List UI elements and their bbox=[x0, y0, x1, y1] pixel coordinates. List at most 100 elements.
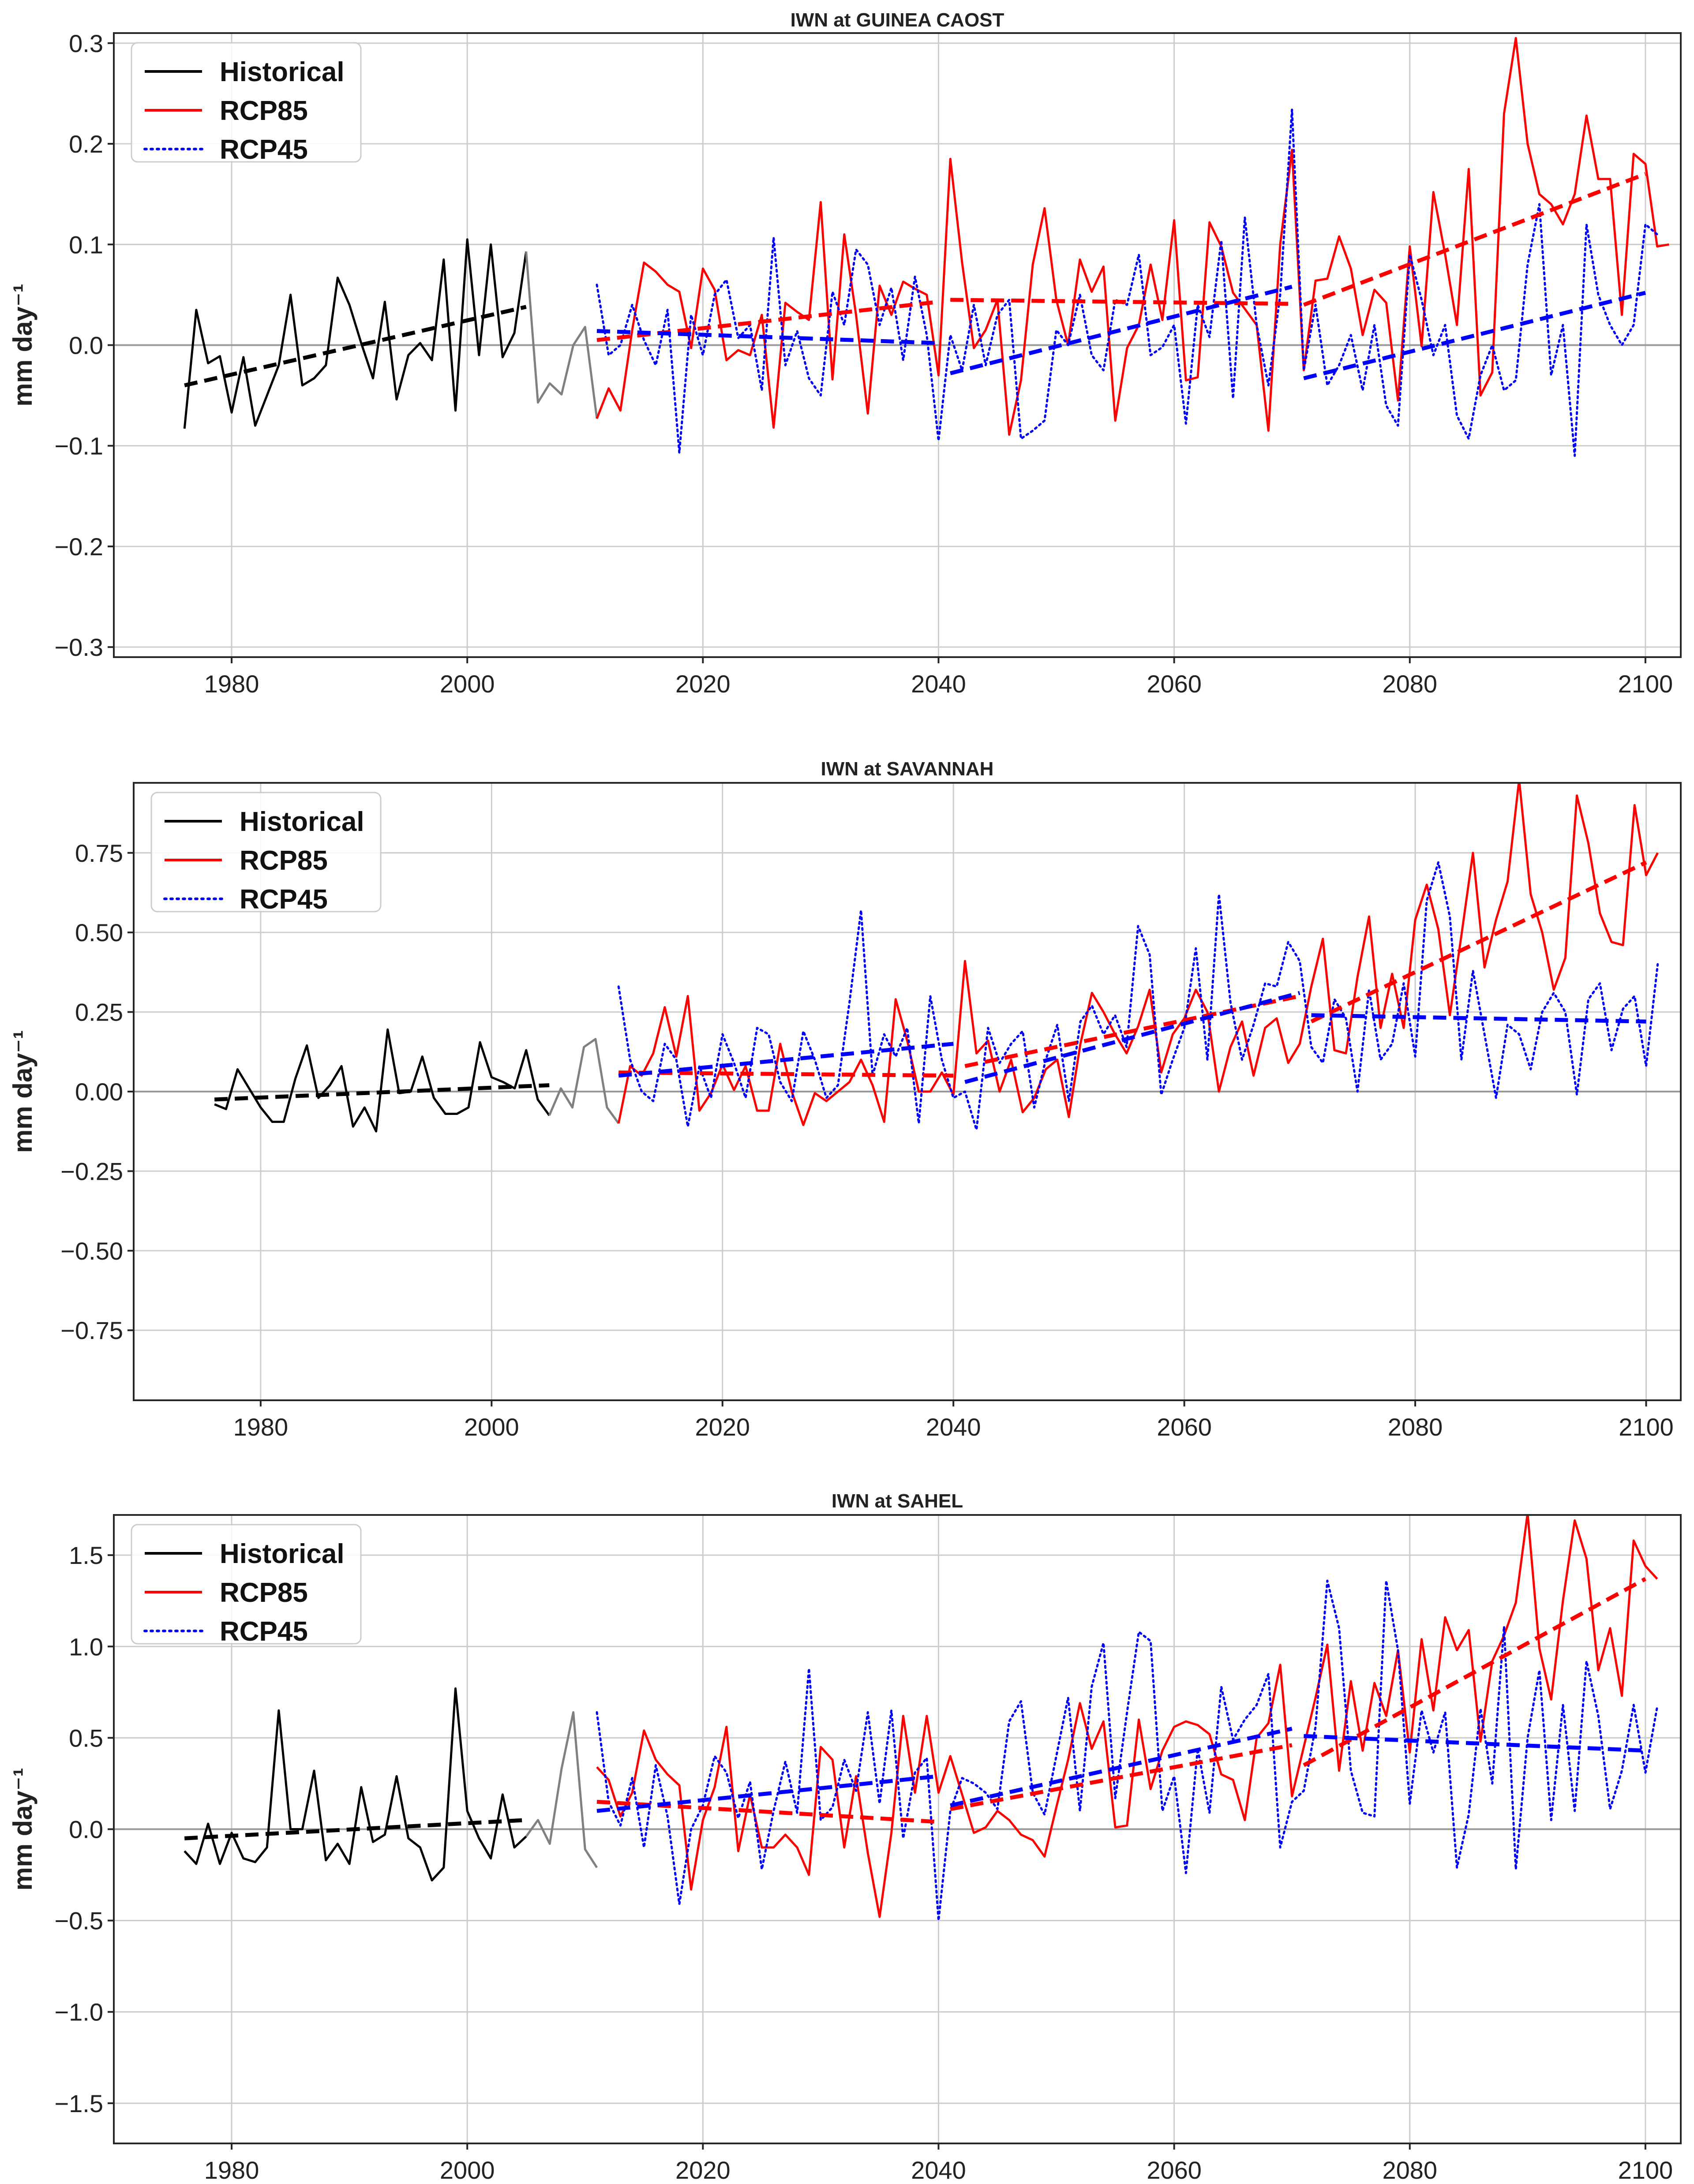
x-tick-label: 2020 bbox=[675, 2156, 731, 2184]
trend-line-historical bbox=[214, 1083, 550, 1102]
trend-line-rcp85 bbox=[1303, 1577, 1647, 1767]
legend-label-rcp85: RCP85 bbox=[220, 1578, 308, 1608]
series-line-transition bbox=[548, 1038, 620, 1124]
trend-line-rcp85 bbox=[950, 1743, 1293, 1811]
trend-line-rcp85 bbox=[596, 1799, 939, 1824]
legend-label-historical: Historical bbox=[220, 57, 345, 87]
trend-line-rcp45 bbox=[964, 991, 1300, 1084]
data-layer bbox=[184, 1515, 1659, 1922]
tick-labels: 1980 2000 2020 2040 2060 2080 2100 −1.5 −1.0 −0.5… bbox=[54, 1541, 1673, 2184]
x-tick-label: 1980 bbox=[233, 1413, 289, 1441]
y-tick-label: −1.5 bbox=[54, 2090, 103, 2117]
series-line-transition bbox=[525, 251, 598, 419]
y-axis-label: mm day⁻¹ bbox=[8, 1030, 37, 1153]
y-tick-label: 0.75 bbox=[75, 839, 123, 867]
legend-label-rcp85: RCP85 bbox=[220, 96, 308, 126]
legend: Historical RCP85 RCP45 bbox=[131, 1524, 362, 1647]
y-tick-label: 0.0 bbox=[69, 332, 103, 359]
legend-label-rcp45: RCP45 bbox=[220, 1616, 308, 1647]
data-layer bbox=[214, 783, 1659, 1133]
y-tick-label: 0.0 bbox=[69, 1816, 103, 1844]
y-tick-label: −0.50 bbox=[60, 1237, 123, 1265]
x-tick-label: 2080 bbox=[1382, 670, 1437, 698]
series-line-rcp85 bbox=[596, 37, 1669, 436]
x-tick-label: 2080 bbox=[1388, 1413, 1443, 1441]
series-line-rcp45 bbox=[617, 861, 1659, 1131]
trend-line-rcp45 bbox=[1304, 1734, 1646, 1753]
x-tick-label: 2020 bbox=[675, 670, 731, 698]
chart-title: IWN at GUINEA CAOST bbox=[791, 9, 1004, 31]
y-tick-label: 0.25 bbox=[75, 999, 123, 1026]
x-tick-label: 1980 bbox=[204, 670, 259, 698]
x-tick-label: 2040 bbox=[911, 2156, 966, 2184]
chart-title: IWN at SAVANNAH bbox=[821, 758, 994, 780]
legend-label-historical: Historical bbox=[240, 807, 364, 837]
legend: Historical RCP85 RCP45 bbox=[150, 792, 382, 915]
series-line-historical bbox=[214, 1028, 551, 1133]
x-tick-label: 1980 bbox=[204, 2156, 259, 2184]
y-tick-label: −0.5 bbox=[54, 1907, 103, 1935]
legend-label-rcp45: RCP45 bbox=[220, 135, 308, 165]
y-axis-label: mm day⁻¹ bbox=[8, 1768, 37, 1890]
trend-line-historical bbox=[184, 305, 527, 388]
x-tick-label: 2060 bbox=[1147, 2156, 1202, 2184]
x-tick-label: 2000 bbox=[440, 670, 495, 698]
x-tick-label: 2040 bbox=[911, 670, 966, 698]
series-line-rcp85 bbox=[596, 1515, 1658, 1918]
chart-panel-2: IWN at SAVANNAH 1980 2000 2020 2040 2060 2080 2… bbox=[8, 758, 1682, 1441]
trend-line-rcp85 bbox=[1310, 860, 1647, 1024]
chart-panel-3: IWN at SAHEL 1980 2000 2020 2040 2060 2080 2100… bbox=[8, 1490, 1682, 2184]
trend-line-rcp45 bbox=[596, 1774, 939, 1813]
trend-line-rcp85 bbox=[618, 1070, 954, 1078]
y-tick-label: 0.5 bbox=[69, 1724, 103, 1752]
series-line-rcp45 bbox=[596, 108, 1659, 457]
trend-line-historical bbox=[184, 1818, 526, 1840]
trend-line-rcp85 bbox=[596, 299, 939, 342]
chart-panel-1: IWN at GUINEA CAOST 1980 2000 2020 2040 2060 2… bbox=[8, 9, 1682, 698]
tick-labels: 1980 2000 2020 2040 2060 2080 2100 −0.75 −0.50 −0… bbox=[60, 839, 1673, 1441]
y-tick-label: −0.25 bbox=[60, 1157, 123, 1185]
series-line-transition bbox=[525, 1711, 598, 1868]
x-tick-label: 2000 bbox=[464, 1413, 519, 1441]
series-line-rcp45 bbox=[596, 1579, 1659, 1922]
y-tick-label: 1.5 bbox=[69, 1541, 103, 1569]
series-line-historical bbox=[184, 1687, 527, 1881]
series-line-historical bbox=[183, 238, 528, 429]
y-tick-label: 0.1 bbox=[69, 231, 103, 258]
y-tick-label: 0.2 bbox=[69, 130, 103, 158]
legend-label-historical: Historical bbox=[220, 1539, 345, 1569]
x-tick-label: 2060 bbox=[1147, 670, 1202, 698]
trend-line-rcp45 bbox=[596, 329, 939, 345]
y-tick-label: −0.2 bbox=[54, 533, 103, 561]
x-tick-label: 2020 bbox=[695, 1413, 750, 1441]
trend-line-rcp45 bbox=[1303, 291, 1646, 381]
trend-line-rcp45 bbox=[618, 1042, 954, 1078]
x-tick-label: 2080 bbox=[1382, 2156, 1437, 2184]
legend-label-rcp45: RCP45 bbox=[240, 884, 328, 915]
legend-label-rcp85: RCP85 bbox=[240, 845, 328, 876]
tick-labels: 1980 2000 2020 2040 2060 2080 2100 −0.3 −0.2 −0.1… bbox=[54, 30, 1673, 698]
legend: Historical RCP85 RCP45 bbox=[131, 42, 362, 165]
y-tick-label: 0.3 bbox=[69, 30, 103, 57]
x-tick-label: 2100 bbox=[1618, 2156, 1673, 2184]
chart-title: IWN at SAHEL bbox=[832, 1490, 963, 1512]
y-tick-label: −1.0 bbox=[54, 1998, 103, 2026]
y-tick-label: 1.0 bbox=[69, 1633, 103, 1660]
y-tick-label: −0.75 bbox=[60, 1316, 123, 1344]
x-tick-label: 2040 bbox=[926, 1413, 981, 1441]
trend-line-rcp45 bbox=[1311, 1013, 1646, 1024]
y-tick-label: 0.50 bbox=[75, 919, 123, 946]
y-tick-label: −0.1 bbox=[54, 432, 103, 460]
x-tick-label: 2100 bbox=[1618, 670, 1673, 698]
y-tick-label: −0.3 bbox=[54, 633, 103, 661]
y-tick-label: 0.00 bbox=[75, 1078, 123, 1106]
data-layer bbox=[183, 37, 1669, 457]
trend-line-rcp45 bbox=[950, 1727, 1293, 1808]
y-axis-label: mm day⁻¹ bbox=[8, 284, 37, 406]
x-tick-label: 2000 bbox=[440, 2156, 495, 2184]
x-tick-label: 2100 bbox=[1619, 1413, 1674, 1441]
x-tick-label: 2060 bbox=[1157, 1413, 1212, 1441]
trend-line-rcp45 bbox=[950, 284, 1293, 375]
series-line-rcp85 bbox=[617, 783, 1659, 1126]
